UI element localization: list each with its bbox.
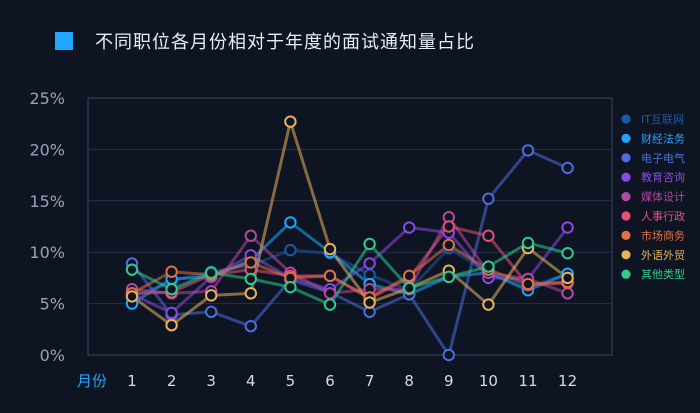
series-line [131,120,569,327]
y-tick-label: 15% [29,192,65,211]
data-point [482,229,495,242]
x-tick-label: 11 [518,372,537,390]
y-tick-label: 5% [40,295,65,314]
data-point [363,257,376,270]
data-point [323,242,337,256]
legend-marker [621,114,631,124]
data-point [442,238,455,252]
data-point [561,247,574,260]
data-point [244,320,258,333]
data-point [403,269,416,283]
legend-marker [621,211,631,221]
data-point [205,289,218,302]
x-tick-label: 10 [479,372,498,390]
data-point [521,236,535,250]
legend-marker [621,230,631,240]
data-point [561,287,574,300]
x-tick-label: 6 [325,372,335,390]
legend-item: 媒体设计 [641,190,685,204]
x-tick-label: 3 [206,372,216,390]
y-tick-label: 10% [29,243,65,262]
data-point [205,305,218,319]
data-point [165,283,178,296]
y-tick-label: 25% [29,89,65,108]
data-point [561,221,574,234]
data-point [403,281,416,295]
data-point [482,260,495,273]
data-point [442,270,455,284]
data-point [165,265,178,278]
legend-marker [621,269,631,279]
legend-marker [621,133,631,143]
legend-marker [621,172,631,182]
data-point [244,256,258,269]
data-point [482,298,495,311]
data-point [284,243,297,257]
x-tick-label: 4 [246,372,256,390]
data-point [165,306,178,320]
data-point [521,277,535,291]
title-marker-icon [55,32,73,50]
series-line [131,226,569,315]
data-point [125,263,139,276]
chart-title-row: 不同职位各月份相对于年度的面试通知量占比 [55,28,475,54]
x-tick-label: 8 [404,372,414,390]
x-tick-label: 5 [286,372,296,390]
data-point [205,266,218,279]
data-point [165,318,178,332]
legend-marker [621,153,631,163]
data-point [323,269,337,283]
legend-item: 市场商务 [641,228,685,242]
legend-item: 财经法务 [641,131,685,145]
y-tick-label: 20% [29,140,65,159]
legend-item: 教育咨询 [641,170,685,184]
data-point [363,296,376,309]
legend-marker [621,192,631,202]
legend-marker [621,250,631,260]
data-point [561,161,574,175]
y-tick-label: 0% [40,346,65,365]
data-point [561,271,574,285]
data-point [482,192,495,205]
legend-item: 其他类型 [641,267,685,281]
data-point [323,298,337,311]
legend-item: 外语外贸 [641,249,685,262]
data-point [403,221,416,234]
x-tick-label: 9 [444,372,454,390]
x-tick-label: 12 [558,372,577,390]
data-point [244,272,258,286]
series-line [130,148,569,357]
data-point [521,144,535,157]
data-point [244,287,258,300]
data-point [442,348,455,362]
data-point [284,115,297,128]
chart-title: 不同职位各月份相对于年度的面试通知量占比 [95,32,475,53]
legend-item: 人事行政 [641,209,685,223]
series-line [131,215,569,295]
data-point [363,237,376,251]
data-point [284,280,297,294]
plot-frame [87,97,613,356]
data-point [442,220,455,233]
data-point [323,287,337,300]
x-axis-label: 月份 [77,372,107,390]
legend-item: 电子电气 [641,151,685,165]
x-tick-label: 2 [167,372,177,390]
data-point [244,229,258,242]
data-point [125,290,139,303]
x-tick-label: 1 [127,372,137,390]
x-tick-label: 7 [365,372,375,390]
legend-item: IT互联网 [641,113,684,126]
series-line [131,241,568,307]
data-point [284,216,297,229]
